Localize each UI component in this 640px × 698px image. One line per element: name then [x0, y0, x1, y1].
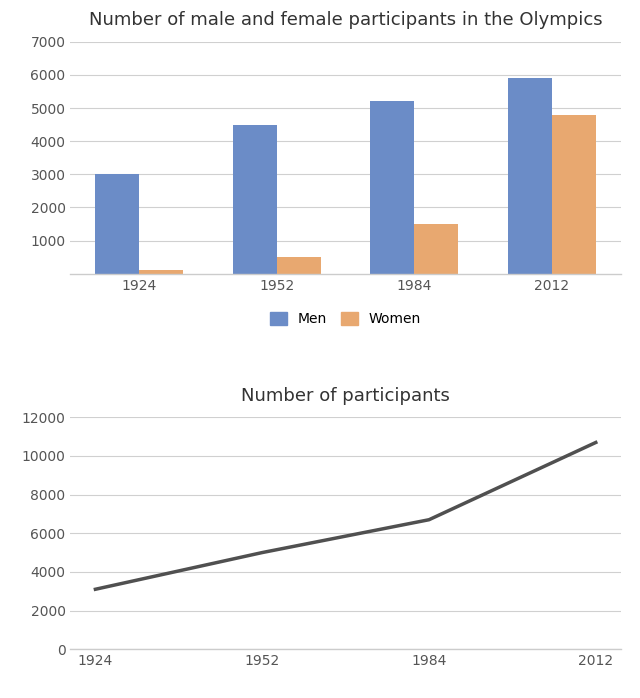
Bar [233, 125, 277, 274]
Bar [95, 174, 140, 274]
Bar [371, 101, 414, 274]
Bar [552, 114, 596, 274]
Legend: Men, Women: Men, Women [264, 306, 427, 332]
Title: Number of male and female participants in the Olympics: Number of male and female participants i… [89, 11, 602, 29]
Bar [140, 270, 184, 274]
Bar [277, 257, 321, 274]
Bar [508, 78, 552, 274]
Title: Number of participants: Number of participants [241, 387, 450, 405]
Bar [414, 224, 458, 274]
